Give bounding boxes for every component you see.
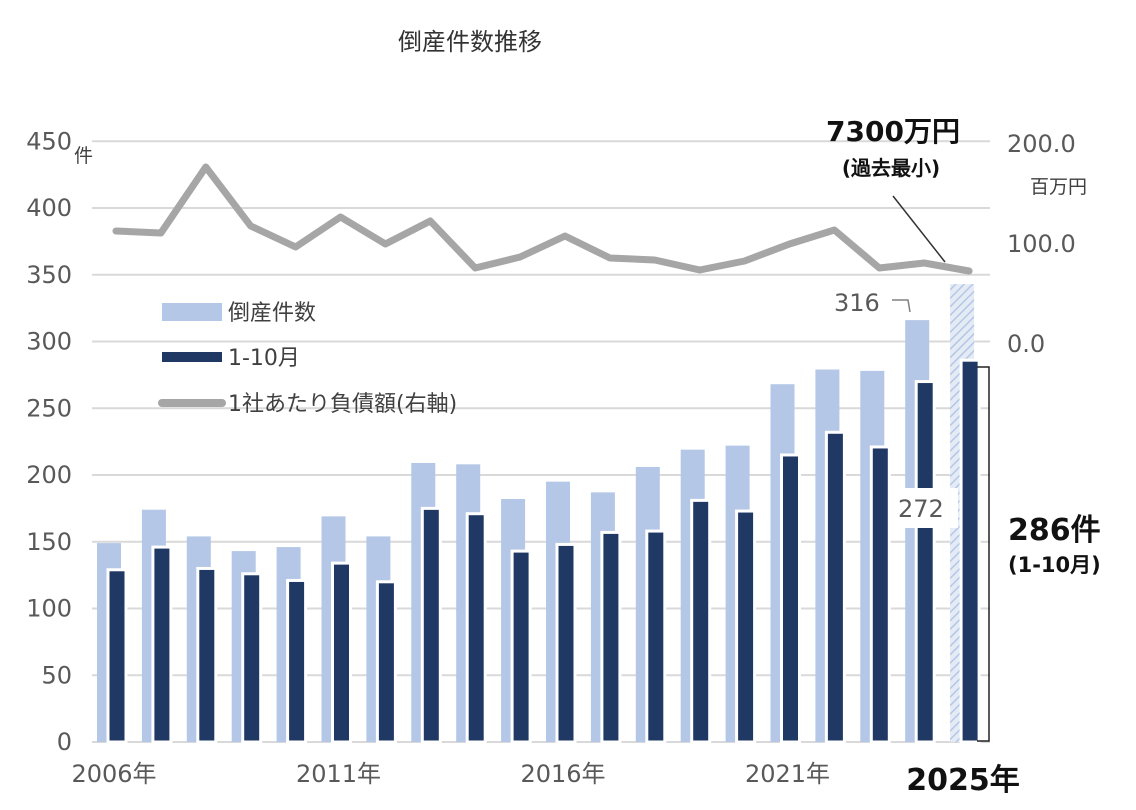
series-ytd-bars [106,358,981,744]
right-tick-label: 200.0 [1007,130,1076,158]
bar-ytd [196,566,218,744]
bar-ytd [824,430,846,744]
debt-callout-leader [892,195,946,263]
bar-ytd [375,580,397,744]
peak-label-316: 316 [834,289,880,317]
chart-title: 倒産件数推移 [398,28,542,56]
bar-ytd [869,445,891,744]
bar-ytd [600,530,622,744]
left-tick-label: 150 [26,528,72,556]
left-tick-label: 50 [41,661,72,689]
latest-year: 2025年 [906,763,1020,798]
bar-ytd [331,561,352,744]
bar-label-272-box [893,488,958,528]
legend-label-total: 倒産件数 [228,301,316,326]
right-tick-label: 0.0 [1007,330,1045,358]
bar-ytd [465,512,487,744]
debt-callout-note: (過去最小) [842,156,940,180]
latest-period: (1-10月) [1008,553,1101,577]
peak-label-leader [892,299,911,313]
bar-label-272: 272 [898,495,944,523]
debt-callout-value: 7300万円 [826,115,960,148]
x-axis: 2006年 2011年 2016年 2021年 [71,760,830,788]
debt-line [112,163,973,275]
right-tick-label: 100.0 [1007,230,1076,258]
bar-ytd [241,572,263,744]
left-tick-label: 0 [57,728,72,756]
left-axis: 0 50 100 150 200 250 300 350 400 450 [26,127,72,756]
bar-ytd [106,568,128,744]
bar-ytd [555,542,577,744]
legend-label-ytd: 1-10月 [228,346,300,371]
bar-ytd [420,506,442,744]
left-axis-unit: 件 [74,145,93,167]
bar-ytd [914,380,936,744]
legend-label-debt: 1社あたり負債額(右軸) [228,392,457,417]
left-tick-label: 200 [26,461,72,489]
bar-ytd [151,545,173,744]
x-tick-label: 2011年 [296,760,381,788]
left-tick-label: 350 [26,261,72,289]
left-tick-label: 250 [26,394,72,422]
legend-swatch-ytd [162,352,222,362]
bar-ytd [286,578,308,744]
gridlines [92,140,990,743]
bar-ytd [645,529,667,744]
x-tick-label: 2016年 [520,760,605,788]
bar-ytd [690,498,712,744]
legend-swatch-total [162,303,222,321]
series-debt-line [112,163,973,275]
left-tick-label: 400 [26,194,72,222]
x-tick-label: 2021年 [745,760,830,788]
bar-ytd [959,358,981,744]
bar-ytd [510,549,532,744]
latest-count: 286件 [1008,513,1101,548]
right-axis-unit: 百万円 [1030,176,1087,198]
bar-ytd [735,509,757,744]
left-tick-label: 100 [26,595,72,623]
count-bracket [977,366,990,742]
left-tick-label: 300 [26,328,72,356]
x-tick-label: 2006年 [71,760,156,788]
right-axis: 0.0 100.0 200.0 [1007,130,1076,358]
bar-ytd [780,453,801,744]
legend: 倒産件数 1-10月 1社あたり負債額(右軸) [158,301,457,417]
left-tick-label: 450 [26,127,72,155]
